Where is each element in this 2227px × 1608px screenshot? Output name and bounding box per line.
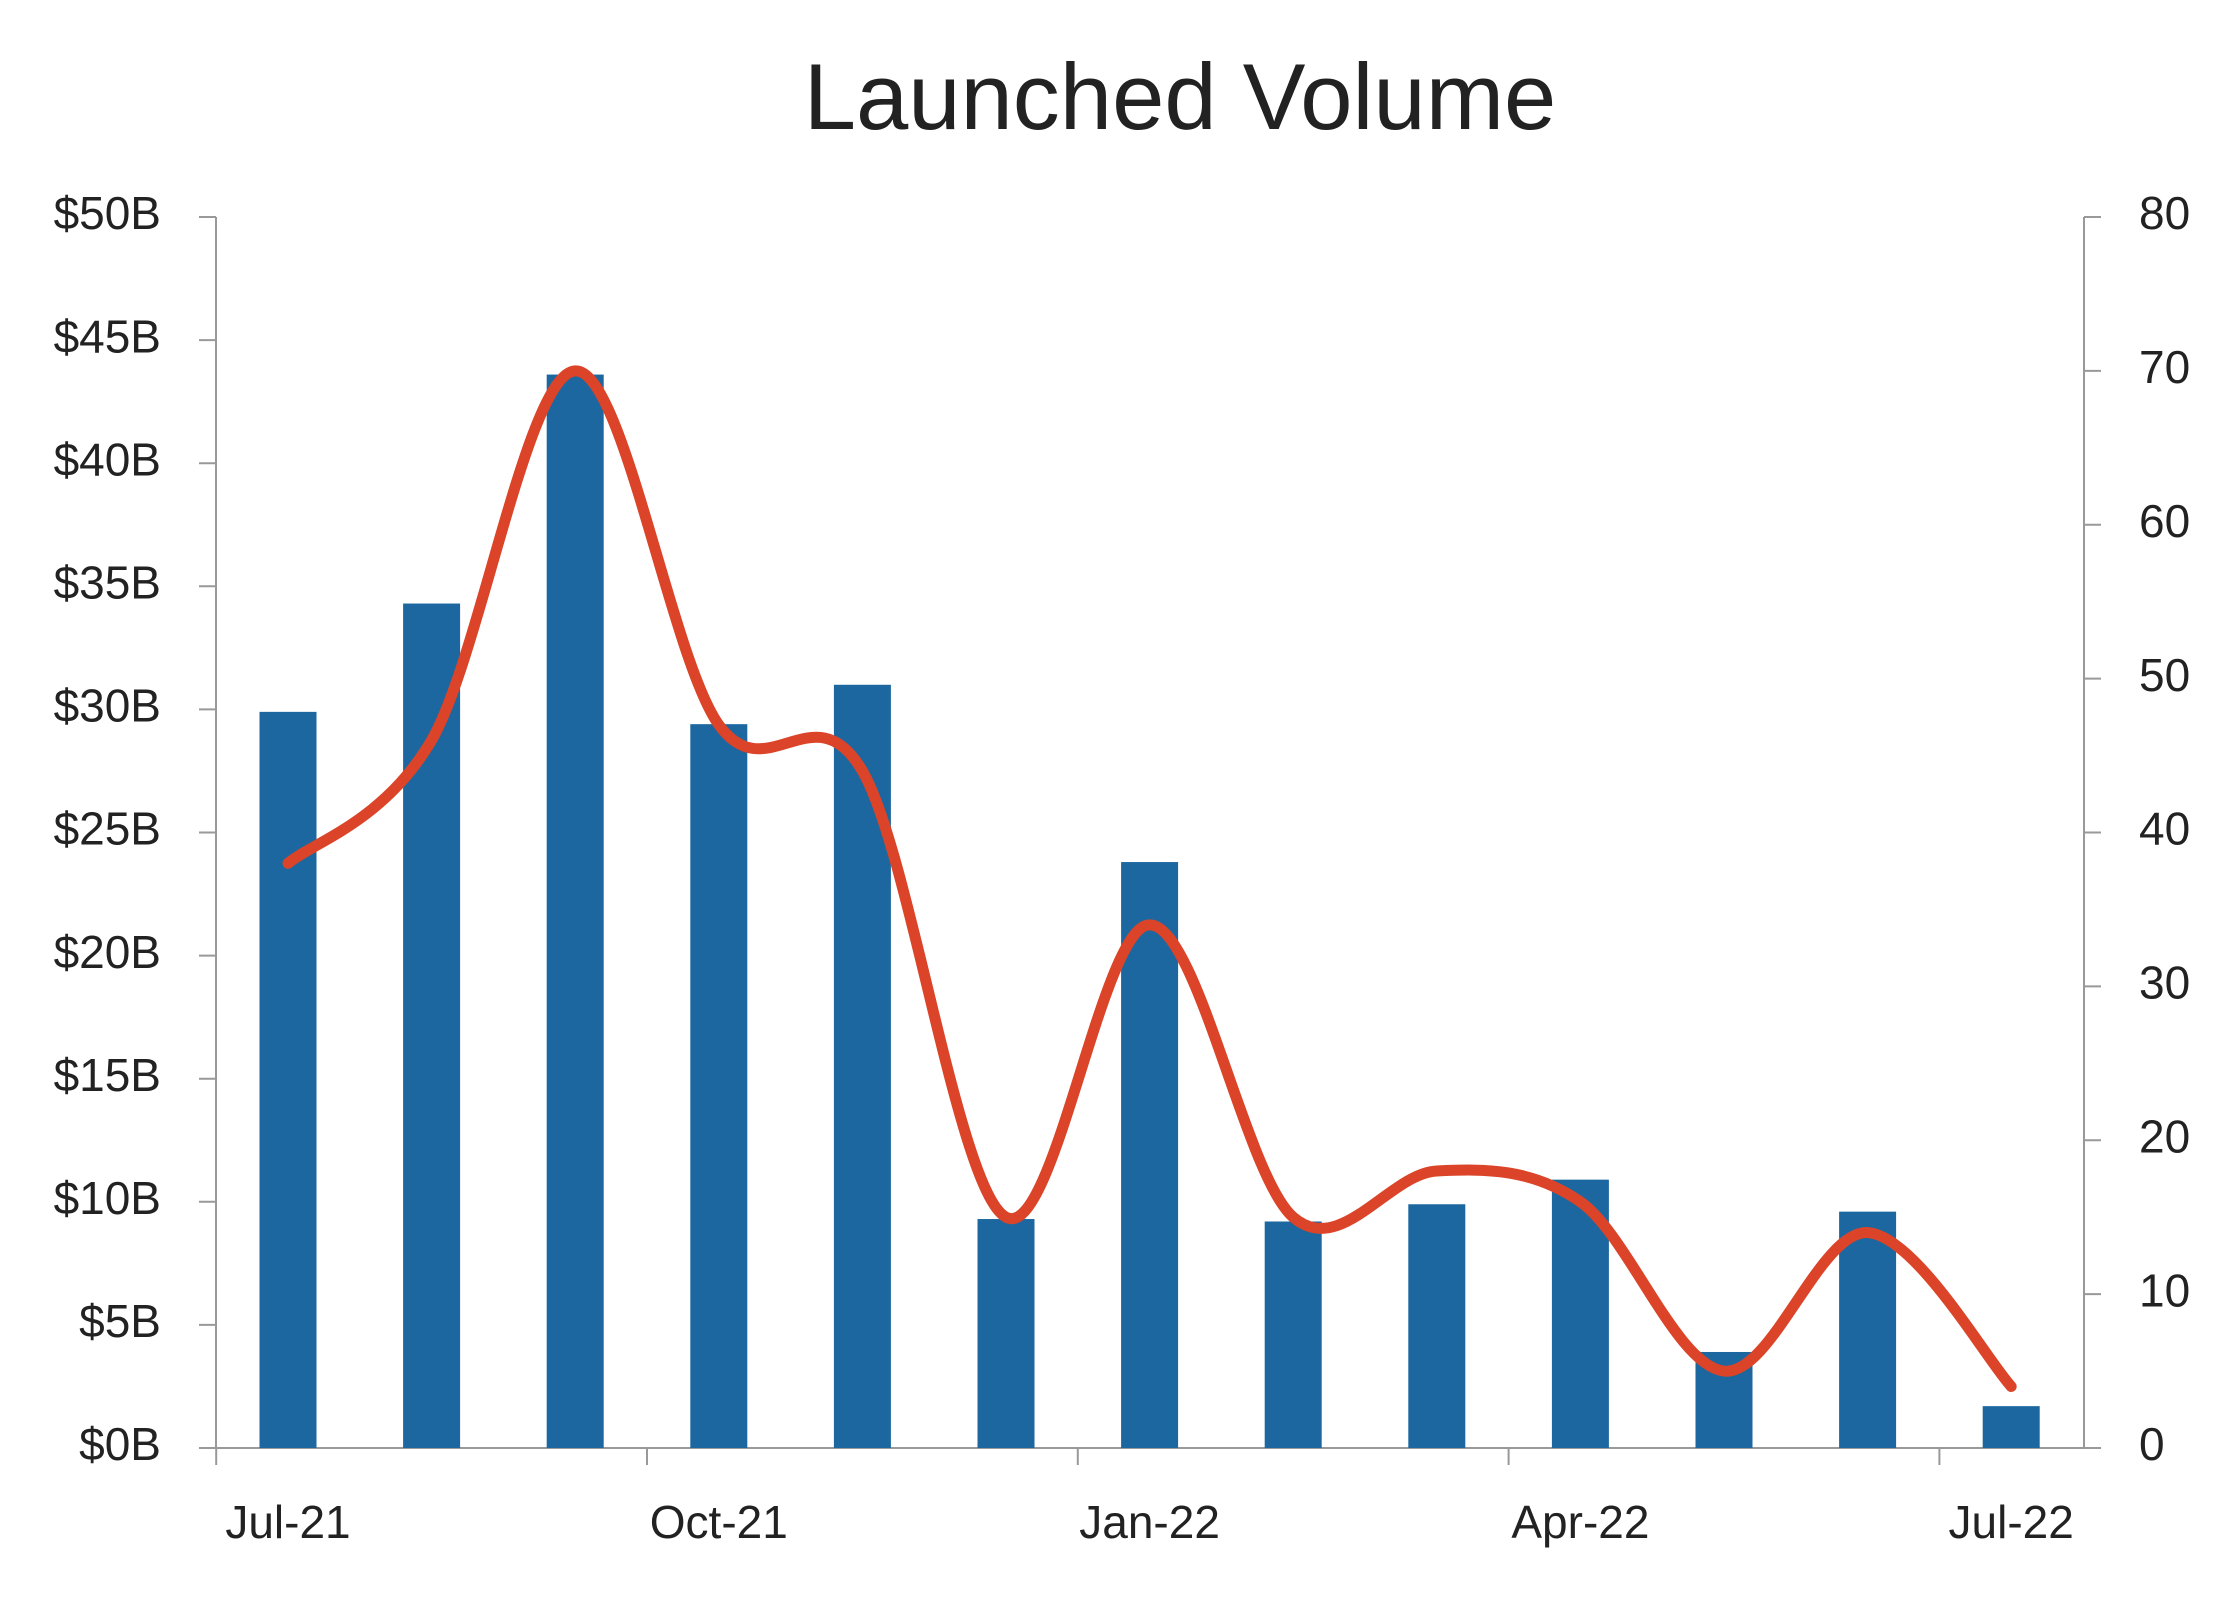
bar <box>546 374 604 1448</box>
chart-title: Launched Volume <box>804 44 1557 149</box>
y-tick-label: $0B <box>79 1418 161 1470</box>
x-tick-label: Jul-22 <box>1949 1496 2074 1548</box>
y2-tick-label: 20 <box>2139 1110 2190 1162</box>
y-tick-label: $30B <box>54 680 161 732</box>
y2-tick-label: 0 <box>2139 1418 2165 1470</box>
y-tick-label: $20B <box>54 926 161 978</box>
x-tick-label: Oct-21 <box>650 1496 788 1548</box>
y-tick-label: $50B <box>54 187 161 239</box>
line <box>282 365 2017 1392</box>
bar <box>1982 1406 2040 1448</box>
y-tick-label: $25B <box>54 803 161 855</box>
y-tick-label: $40B <box>54 433 161 485</box>
y2-tick-label: 60 <box>2139 495 2190 547</box>
bar <box>1408 1204 1466 1448</box>
y2-tick-label: 40 <box>2139 803 2190 855</box>
y2-tick-label: 10 <box>2139 1264 2190 1316</box>
bar <box>690 724 748 1448</box>
y2-tick-label: 50 <box>2139 649 2190 701</box>
bar <box>833 684 891 1448</box>
x-tick-label: Jul-21 <box>225 1496 350 1548</box>
bar <box>1839 1211 1897 1448</box>
bar <box>259 711 317 1448</box>
bar <box>1264 1221 1322 1448</box>
x-tick-label: Jan-22 <box>1079 1496 1220 1548</box>
y-tick-label: $35B <box>54 556 161 608</box>
y-tick-label: $15B <box>54 1049 161 1101</box>
y2-tick-label: 70 <box>2139 341 2190 393</box>
y-tick-label: $10B <box>54 1172 161 1224</box>
bar <box>977 1219 1035 1448</box>
y-tick-label: $45B <box>54 310 161 362</box>
y2-tick-label: 30 <box>2139 957 2190 1009</box>
x-tick-label: Apr-22 <box>1511 1496 1649 1548</box>
y-tick-label: $5B <box>79 1295 161 1347</box>
bar <box>1121 862 1179 1448</box>
y2-tick-label: 80 <box>2139 187 2190 239</box>
